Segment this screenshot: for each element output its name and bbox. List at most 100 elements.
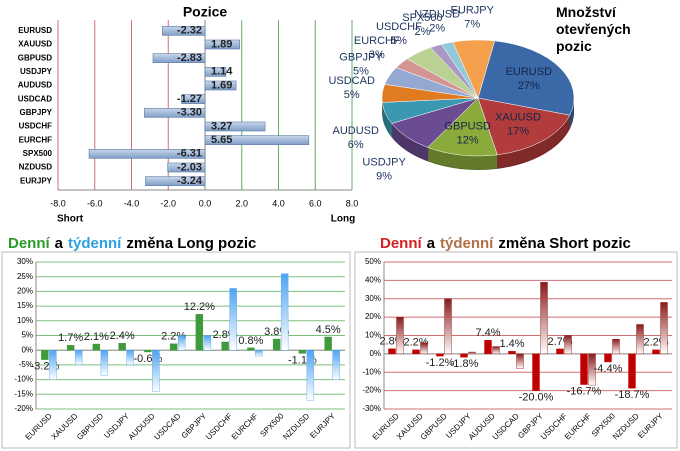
bar	[247, 347, 255, 351]
y-tick-label: -10%	[362, 367, 381, 376]
bar	[420, 342, 428, 355]
value-label: -20.0%	[519, 392, 554, 404]
value-label: 2.4%	[110, 330, 135, 342]
slice-label: USDCHF	[376, 21, 422, 33]
bar	[204, 135, 310, 145]
value-label: 0.8%	[238, 335, 263, 347]
bar	[564, 335, 572, 355]
slice-label: SPX500	[402, 12, 442, 24]
y-tick-label: -20%	[362, 386, 381, 395]
slice-value: 5%	[391, 35, 407, 47]
category-label: USDCAD	[18, 94, 52, 103]
y-tick-label: 15%	[17, 301, 33, 310]
slice-label: EURJPY	[451, 4, 495, 16]
slice-value: 27%	[518, 80, 540, 92]
bar	[298, 350, 307, 354]
bar	[92, 343, 101, 351]
x-tick-label: NZDUSD	[281, 411, 311, 441]
bar	[492, 346, 500, 355]
title-part: týdenní	[68, 235, 122, 252]
value-label: 1.7%	[58, 332, 83, 344]
y-tick-label: 50%	[365, 257, 381, 266]
title-part: a	[427, 235, 436, 252]
bar	[204, 80, 237, 91]
slice-label: USDCAD	[328, 75, 375, 87]
value-label: 5.65	[211, 134, 232, 146]
slice-value: 3%	[369, 49, 385, 61]
bar	[612, 338, 620, 355]
x-tick-label: EURJPY	[308, 411, 337, 440]
bar	[88, 149, 206, 159]
x-tick-label: EURJPY	[636, 411, 665, 440]
x-tick-label: -8.0	[50, 198, 66, 208]
bar	[126, 350, 134, 366]
x-tick-label: 6.0	[309, 198, 322, 208]
y-tick-label: 10%	[17, 316, 33, 325]
title-part: Denní	[8, 235, 51, 252]
slice-value: 5%	[344, 89, 360, 101]
x-tick-label: GBPUSD	[419, 411, 449, 441]
slice-label: GBPJPY	[339, 51, 383, 63]
value-label: -1.27	[177, 93, 202, 105]
y-tick-label: 10%	[365, 331, 381, 340]
value-label: 1.69	[211, 79, 232, 91]
bar	[556, 348, 564, 355]
title-part: a	[55, 235, 64, 252]
y-tick-label: 0%	[21, 345, 33, 354]
value-label: 2.1%	[84, 331, 109, 343]
bar	[272, 338, 281, 351]
slice-label: USDJPY	[362, 156, 406, 168]
y-tick-label: -5%	[19, 360, 33, 369]
x-tick-label: EURCHF	[563, 411, 593, 441]
value-label: 7.4%	[475, 327, 500, 339]
category-label: USDCHF	[19, 122, 52, 131]
value-label: -3.24	[177, 175, 203, 187]
value-label: -18.7%	[615, 389, 650, 401]
y-tick-label: -30%	[362, 404, 381, 413]
title-part: změna Short pozic	[498, 235, 631, 252]
x-tick-label: EURCHF	[230, 411, 260, 441]
bar	[324, 336, 332, 351]
slice	[427, 97, 498, 157]
bar	[145, 176, 206, 186]
y-tick-label: 0%	[369, 349, 381, 358]
bar	[162, 26, 206, 36]
slice-label: EURUSD	[506, 66, 553, 78]
chart-title: Denní a týdenní změna Long pozic	[8, 235, 256, 252]
category-label: EURJPY	[20, 176, 53, 185]
bar	[396, 316, 404, 355]
value-label: 3.27	[211, 120, 232, 132]
bar	[484, 340, 492, 355]
category-label: SPX500	[23, 149, 53, 158]
bar	[221, 341, 229, 351]
bar	[74, 350, 83, 366]
category-label: XAUUSD	[18, 40, 52, 49]
bar	[516, 353, 524, 369]
panel-frame	[1, 251, 351, 449]
category-label: EURCHF	[19, 135, 52, 144]
bar	[436, 353, 444, 357]
x-axis-label: Short	[57, 214, 84, 225]
slice-label: NZDUSD	[414, 8, 460, 20]
value-label: -16.7%	[567, 385, 602, 397]
x-tick-label: USDCAD	[152, 411, 182, 441]
bar	[203, 335, 212, 351]
value-label: 1.89	[211, 38, 232, 50]
x-tick-label: 0.0	[199, 198, 212, 208]
title-part: Denní	[380, 235, 423, 252]
bar	[118, 342, 126, 351]
y-tick-label: -20%	[14, 404, 33, 413]
value-label: 4.5%	[316, 324, 341, 336]
bar	[460, 353, 468, 358]
bar	[540, 282, 548, 355]
bar	[332, 350, 340, 380]
category-label: EURUSD	[18, 26, 52, 35]
bar	[388, 348, 396, 355]
bar	[580, 353, 588, 385]
value-label: -1.2%	[426, 357, 455, 369]
bar	[588, 353, 596, 386]
slice	[452, 39, 495, 99]
category-label: GBPJPY	[20, 108, 53, 117]
bar	[204, 121, 266, 132]
bar	[508, 351, 516, 355]
